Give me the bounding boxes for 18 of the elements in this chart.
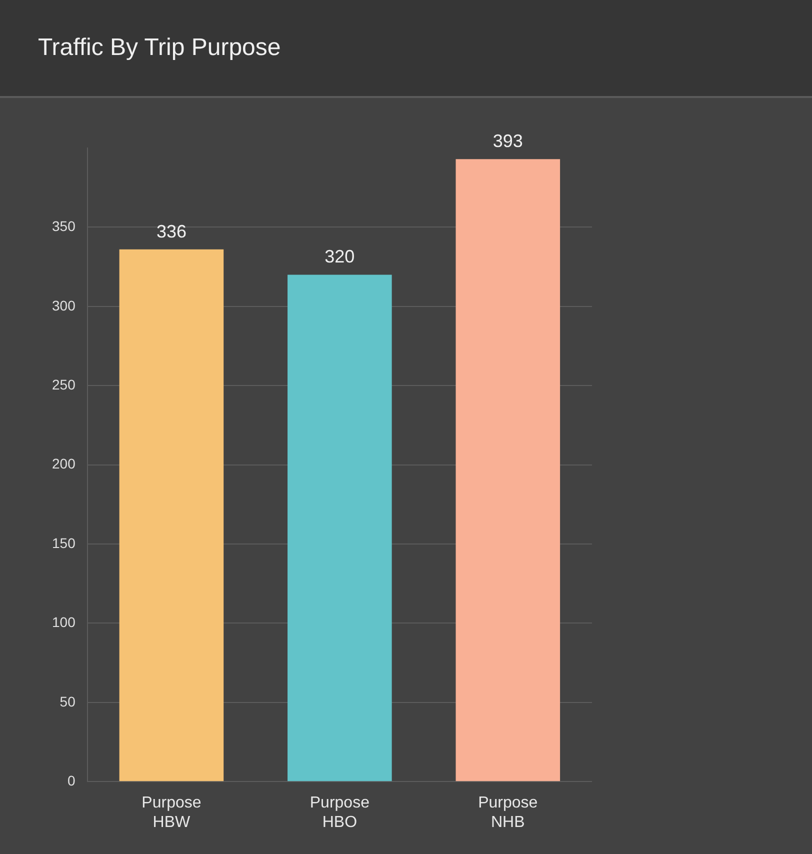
data-label: 320 xyxy=(324,246,355,267)
x-tick-label: Purpose HBO xyxy=(310,794,370,831)
y-tick-label: 350 xyxy=(52,218,76,234)
chart-title: Traffic By Trip Purpose xyxy=(38,34,281,62)
x-tick-label: Purpose NHB xyxy=(478,794,538,831)
bar xyxy=(456,159,560,782)
y-tick-label: 250 xyxy=(52,376,76,392)
y-tick-label: 0 xyxy=(68,772,76,788)
y-tick-label: 200 xyxy=(52,456,76,472)
y-tick-label: 300 xyxy=(52,297,76,314)
x-tick-label: Purpose HBW xyxy=(142,794,202,831)
data-label: 336 xyxy=(156,221,186,242)
y-tick-label: 50 xyxy=(60,693,76,710)
bar xyxy=(119,249,224,782)
y-tick-label: 100 xyxy=(52,614,76,630)
bar xyxy=(288,274,392,782)
y-tick-label: 150 xyxy=(52,534,76,551)
data-label: 393 xyxy=(492,131,523,152)
